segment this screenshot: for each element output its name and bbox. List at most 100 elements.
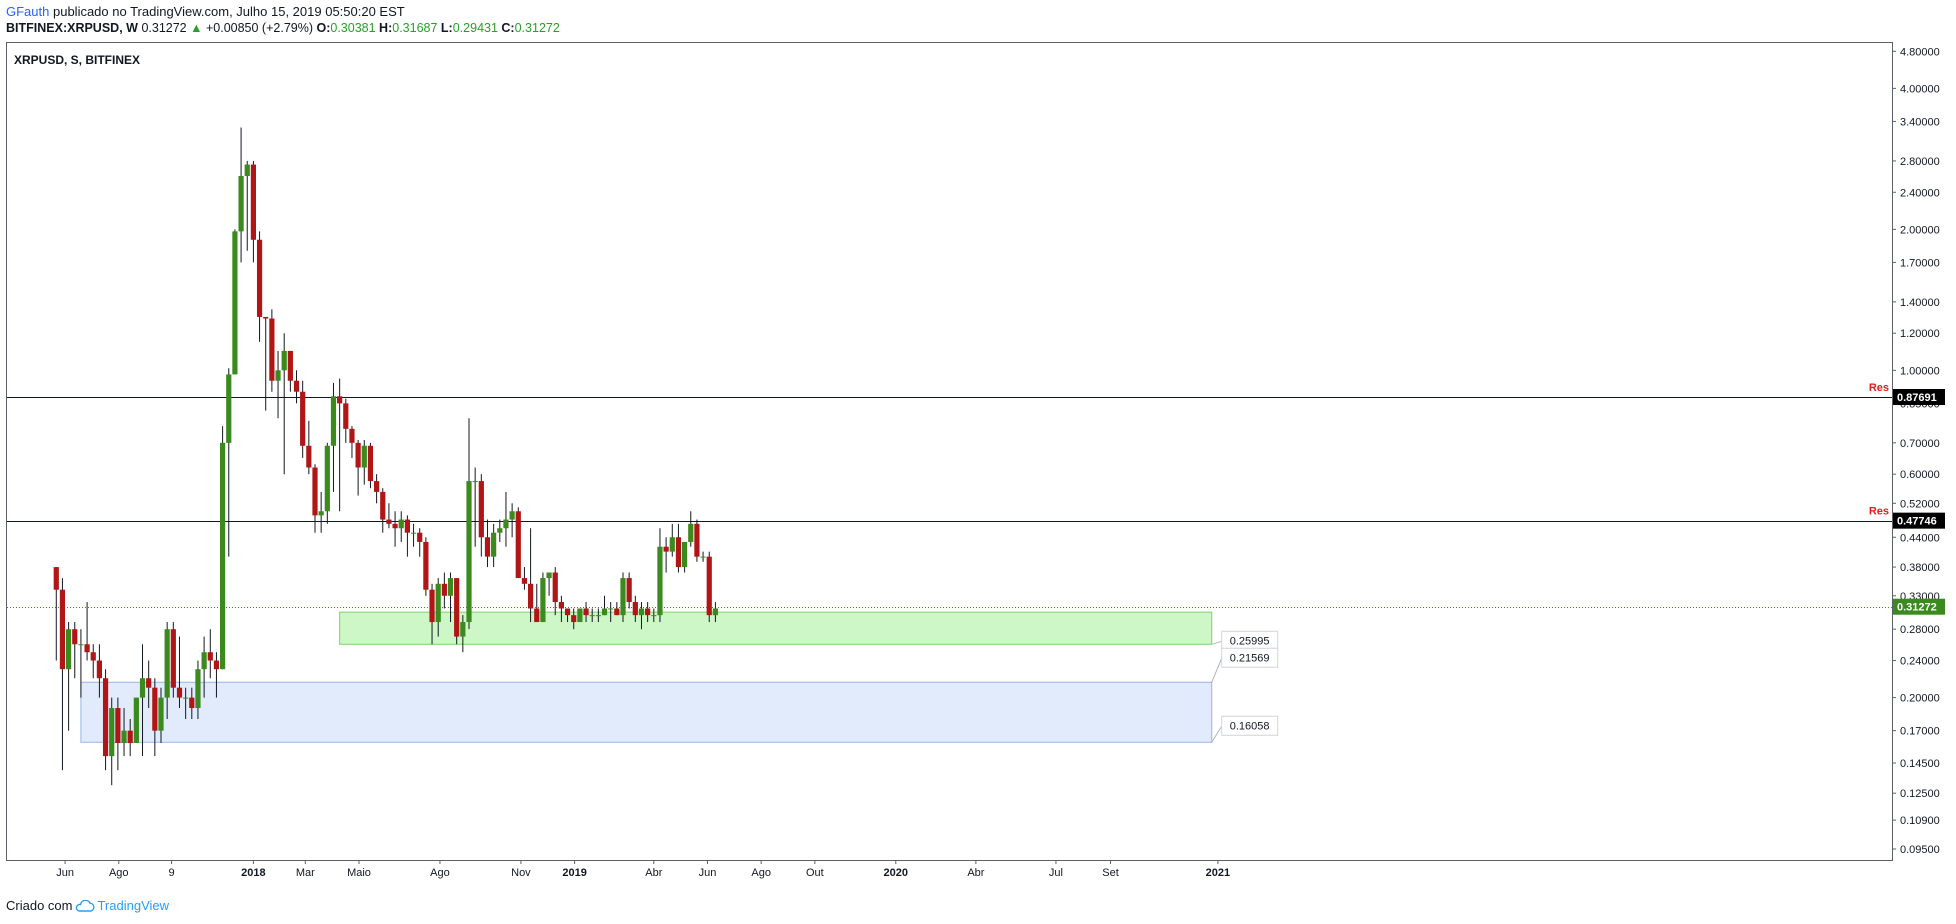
candle-body[interactable]	[706, 556, 712, 616]
candle-body[interactable]	[115, 708, 121, 743]
candle-body[interactable]	[374, 481, 380, 492]
candle-body[interactable]	[429, 589, 435, 623]
candle-body[interactable]	[133, 697, 139, 743]
candle-body[interactable]	[183, 697, 189, 699]
candle-body[interactable]	[441, 583, 447, 596]
candle-body[interactable]	[232, 231, 238, 375]
candle-body[interactable]	[589, 615, 595, 617]
candle-body[interactable]	[201, 652, 207, 670]
candle-body[interactable]	[675, 537, 682, 568]
candle-body[interactable]	[90, 652, 96, 661]
candle-body[interactable]	[53, 567, 59, 590]
candle-body[interactable]	[386, 519, 392, 524]
candle-body[interactable]	[355, 442, 361, 468]
candle-body[interactable]	[361, 445, 367, 468]
candle-body[interactable]	[410, 532, 417, 534]
candle-body[interactable]	[478, 481, 484, 538]
candle-body[interactable]	[454, 578, 460, 637]
author-link[interactable]: GFauth	[6, 4, 50, 19]
candle-body[interactable]	[226, 374, 232, 443]
candle-body[interactable]	[139, 678, 146, 698]
candle-body[interactable]	[220, 442, 226, 670]
candle-body[interactable]	[59, 589, 66, 670]
candle-body[interactable]	[158, 697, 164, 731]
candle-body[interactable]	[558, 602, 564, 609]
candle-body[interactable]	[472, 481, 478, 483]
candle-body[interactable]	[601, 608, 608, 616]
candle-body[interactable]	[398, 519, 404, 529]
candle-body[interactable]	[694, 523, 700, 557]
candle-body[interactable]	[238, 175, 244, 232]
candle-body[interactable]	[632, 602, 638, 616]
candle-body[interactable]	[84, 644, 90, 653]
candle-body[interactable]	[521, 578, 528, 584]
candle-body[interactable]	[466, 481, 472, 623]
candle-body[interactable]	[380, 491, 386, 520]
candle-body[interactable]	[657, 546, 663, 616]
candle-body[interactable]	[571, 615, 577, 623]
candle-body[interactable]	[608, 608, 614, 610]
candle-body[interactable]	[312, 467, 318, 516]
candle-body[interactable]	[669, 537, 675, 552]
candle-body[interactable]	[256, 239, 263, 317]
candle-body[interactable]	[552, 572, 558, 603]
candle-body[interactable]	[503, 519, 509, 529]
candle-body[interactable]	[367, 445, 374, 482]
candle-body[interactable]	[626, 578, 632, 603]
candle-body[interactable]	[189, 697, 195, 709]
candle-body[interactable]	[244, 164, 250, 176]
candle-body[interactable]	[423, 541, 429, 590]
candle-body[interactable]	[306, 445, 312, 468]
candle-body[interactable]	[281, 350, 287, 371]
candle-body[interactable]	[293, 380, 300, 392]
candle-body[interactable]	[577, 608, 583, 623]
price-chart[interactable]: 0.09500 0.10900 0.12500 0.14500 0.17000 0.200…	[0, 0, 1956, 880]
candle-body[interactable]	[337, 396, 343, 404]
candle-body[interactable]	[269, 318, 275, 381]
candle-body[interactable]	[435, 583, 441, 623]
candle-body[interactable]	[102, 678, 109, 757]
candle-body[interactable]	[72, 629, 78, 645]
candle-body[interactable]	[540, 578, 546, 623]
candle-body[interactable]	[595, 615, 601, 617]
candle-body[interactable]	[324, 445, 330, 512]
zone-blue[interactable]	[80, 681, 1213, 743]
candle-body[interactable]	[109, 708, 115, 757]
candle-body[interactable]	[460, 622, 466, 637]
zone-callout-box[interactable]	[1221, 715, 1279, 736]
candle-body[interactable]	[263, 316, 269, 319]
candle-body[interactable]	[534, 608, 540, 623]
candle-body[interactable]	[688, 523, 694, 542]
zone-green[interactable]	[339, 611, 1213, 645]
candle-body[interactable]	[645, 608, 651, 616]
candle-body[interactable]	[300, 391, 306, 446]
candle-body[interactable]	[176, 687, 183, 698]
candle-body[interactable]	[318, 511, 324, 516]
candle-body[interactable]	[404, 519, 410, 533]
candle-body[interactable]	[164, 629, 170, 698]
candle-body[interactable]	[287, 350, 293, 381]
candle-body[interactable]	[417, 532, 423, 542]
candle-body[interactable]	[207, 652, 213, 661]
candle-body[interactable]	[564, 608, 571, 616]
candle-body[interactable]	[509, 511, 515, 520]
candle-body[interactable]	[583, 608, 589, 616]
candle-body[interactable]	[213, 660, 220, 670]
candle-body[interactable]	[638, 608, 645, 616]
candle-body[interactable]	[66, 629, 72, 670]
candle-body[interactable]	[392, 523, 398, 529]
candle-body[interactable]	[712, 608, 718, 616]
candle-body[interactable]	[195, 669, 201, 709]
candle-body[interactable]	[127, 730, 133, 743]
candle-body[interactable]	[78, 644, 84, 646]
candle-body[interactable]	[447, 578, 454, 596]
zone-callout-box[interactable]	[1221, 647, 1279, 668]
candle-body[interactable]	[121, 730, 127, 743]
candle-body[interactable]	[663, 546, 669, 552]
candle-body[interactable]	[620, 578, 626, 616]
candle-body[interactable]	[170, 629, 176, 688]
candle-body[interactable]	[651, 615, 657, 617]
candle-body[interactable]	[614, 608, 620, 616]
candle-body[interactable]	[682, 541, 688, 568]
candle-body[interactable]	[349, 428, 355, 443]
